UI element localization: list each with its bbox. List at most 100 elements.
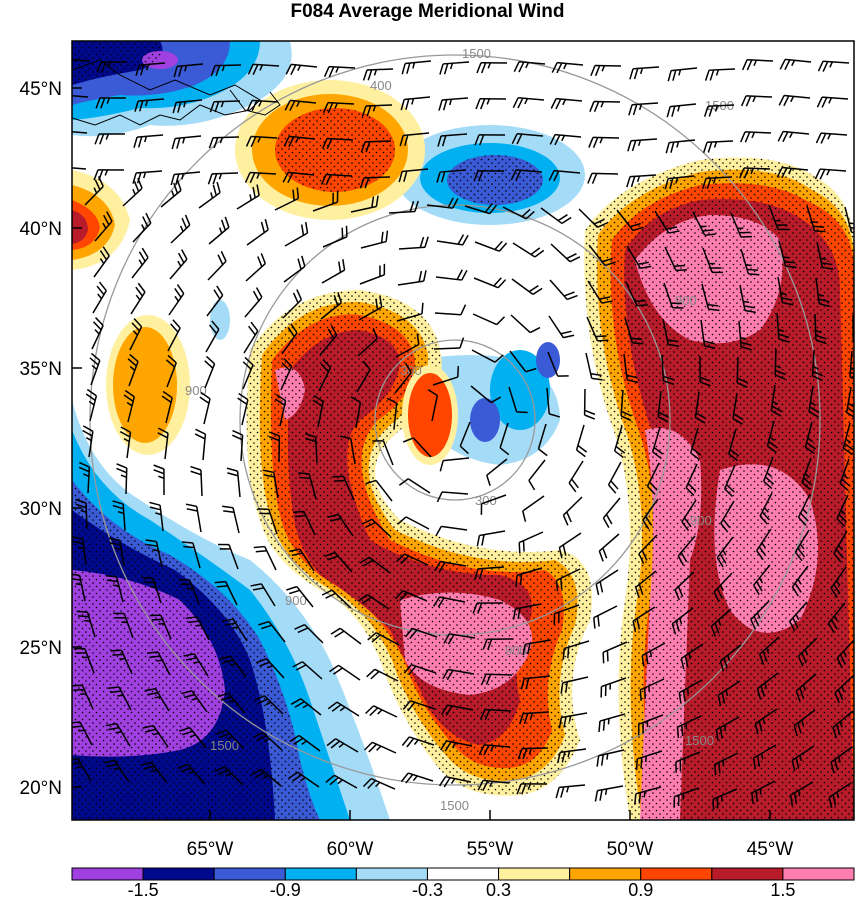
- wind-barb: [433, 347, 461, 350]
- wind-barb-feather: [713, 591, 720, 603]
- wind-barb-feather: [133, 181, 140, 192]
- wind-barb-feather: [220, 695, 232, 702]
- wind-barb: [431, 395, 439, 422]
- wind-barb-feather: [104, 169, 109, 176]
- wind-barb-feather: [489, 204, 498, 215]
- wind-barb-feather: [158, 475, 165, 480]
- wind-barb-feather: [605, 514, 613, 525]
- wind-barb-feather: [608, 484, 617, 494]
- wind-barb-feather: [828, 797, 833, 809]
- wind-barb-feather: [591, 173, 598, 184]
- wind-barb-feather: [548, 413, 560, 418]
- wind-barb-feather: [105, 722, 117, 727]
- wind-barb-feather: [321, 138, 328, 149]
- wind-barb-feather: [245, 136, 252, 147]
- wind-barb-feather: [287, 327, 295, 337]
- wind-barb-feather: [632, 620, 637, 632]
- wind-barb-feather: [260, 253, 267, 264]
- wind-barb-feather: [719, 727, 723, 739]
- wind-barb-feather: [142, 724, 154, 729]
- wind-barb-feather: [218, 173, 223, 180]
- wind-barb: [459, 421, 471, 447]
- wind-barb-feather: [414, 200, 419, 212]
- wind-barb-feather: [713, 141, 718, 148]
- wind-barb-feather: [812, 370, 824, 377]
- wind-barb-feather: [68, 132, 71, 137]
- wind-barb-feather: [713, 764, 717, 776]
- wind-barb-feather: [644, 515, 653, 526]
- wind-barb-feather: [671, 105, 676, 117]
- wind-barb-feather: [156, 659, 163, 662]
- contour-label: 900: [285, 593, 307, 608]
- wind-barb-feather: [227, 472, 239, 477]
- wind-barb-feather: [743, 300, 750, 304]
- contour-label: 1500: [440, 798, 469, 813]
- wind-barb-feather: [695, 417, 706, 424]
- wind-barb: [375, 479, 393, 502]
- wind-barb-feather: [837, 756, 841, 763]
- wind-barb-feather: [185, 657, 197, 661]
- wind-barb-feather: [789, 795, 794, 807]
- wind-barb: [407, 478, 431, 494]
- wind-barb-feather: [804, 473, 811, 479]
- lon-tick-label: 60°W: [327, 839, 374, 860]
- wind-barb-feather: [174, 287, 182, 298]
- wind-barb-feather: [150, 769, 158, 773]
- wind-barb-feather: [107, 61, 112, 68]
- wind-barb-feather: [632, 342, 644, 345]
- wind-barb-feather: [67, 168, 70, 173]
- wind-barb-feather: [760, 685, 766, 697]
- wind-barb-feather: [76, 765, 83, 769]
- wind-barb-feather: [281, 362, 291, 372]
- wind-barb-feather: [366, 668, 376, 678]
- wind-barb-feather: [80, 509, 87, 514]
- wind-barb-feather: [443, 63, 449, 75]
- wind-barb-feather: [836, 657, 843, 669]
- wind-barb-feather: [649, 481, 658, 491]
- wind-barb-feather: [193, 661, 200, 664]
- wind-barb-feather: [179, 225, 184, 232]
- wind-barb-feather: [708, 105, 714, 117]
- wind-barb-feather: [520, 678, 525, 690]
- wind-barb-feather: [312, 399, 323, 407]
- wind-barb-feather: [226, 736, 233, 740]
- wind-barb-feather: [88, 400, 95, 406]
- wind-barb-feather: [793, 725, 798, 737]
- wind-barb-feather: [518, 542, 521, 554]
- wind-barb-feather: [489, 780, 494, 787]
- wind-barb-feather: [212, 184, 217, 196]
- wind-barb-feather: [640, 265, 652, 270]
- wind-barb-feather: [427, 388, 438, 397]
- wind-barb-feather: [640, 757, 643, 769]
- colorbar-swatch: [142, 867, 215, 881]
- wind-barb-feather: [142, 576, 154, 579]
- wind-barb-feather: [676, 727, 680, 739]
- wind-barb-feather: [135, 64, 140, 76]
- wind-barb-feather: [448, 99, 453, 106]
- contour-label: 900: [675, 293, 697, 308]
- wind-barb-feather: [800, 512, 809, 522]
- wind-barb-feather: [534, 249, 545, 258]
- wind-barb-feather: [677, 586, 684, 598]
- wind-barb-feather: [117, 694, 124, 697]
- wind-barb-feather: [60, 167, 65, 177]
- wind-barb-feather: [361, 518, 373, 525]
- wind-barb-feather: [214, 580, 226, 584]
- wind-barb-feather: [211, 320, 220, 330]
- wind-barb-feather: [82, 425, 94, 432]
- wind-barb-feather: [598, 550, 604, 562]
- wind-barb-feather: [816, 96, 823, 108]
- wind-barb-feather: [216, 585, 228, 588]
- wind-barb-feather: [225, 772, 232, 777]
- wind-barb-feather: [407, 701, 416, 712]
- wind-barb-feather: [101, 61, 107, 73]
- wind-barb-feather: [763, 480, 773, 490]
- wind-barb-feather: [371, 196, 375, 208]
- wind-barb-feather: [663, 380, 675, 386]
- wind-barb-feather: [179, 726, 191, 732]
- wind-barb-feather: [217, 692, 229, 698]
- wind-barb-feather: [78, 729, 85, 732]
- wind-barb-feather: [96, 285, 105, 296]
- wind-barb-feather: [569, 256, 581, 263]
- wind-barb-feather: [712, 177, 717, 184]
